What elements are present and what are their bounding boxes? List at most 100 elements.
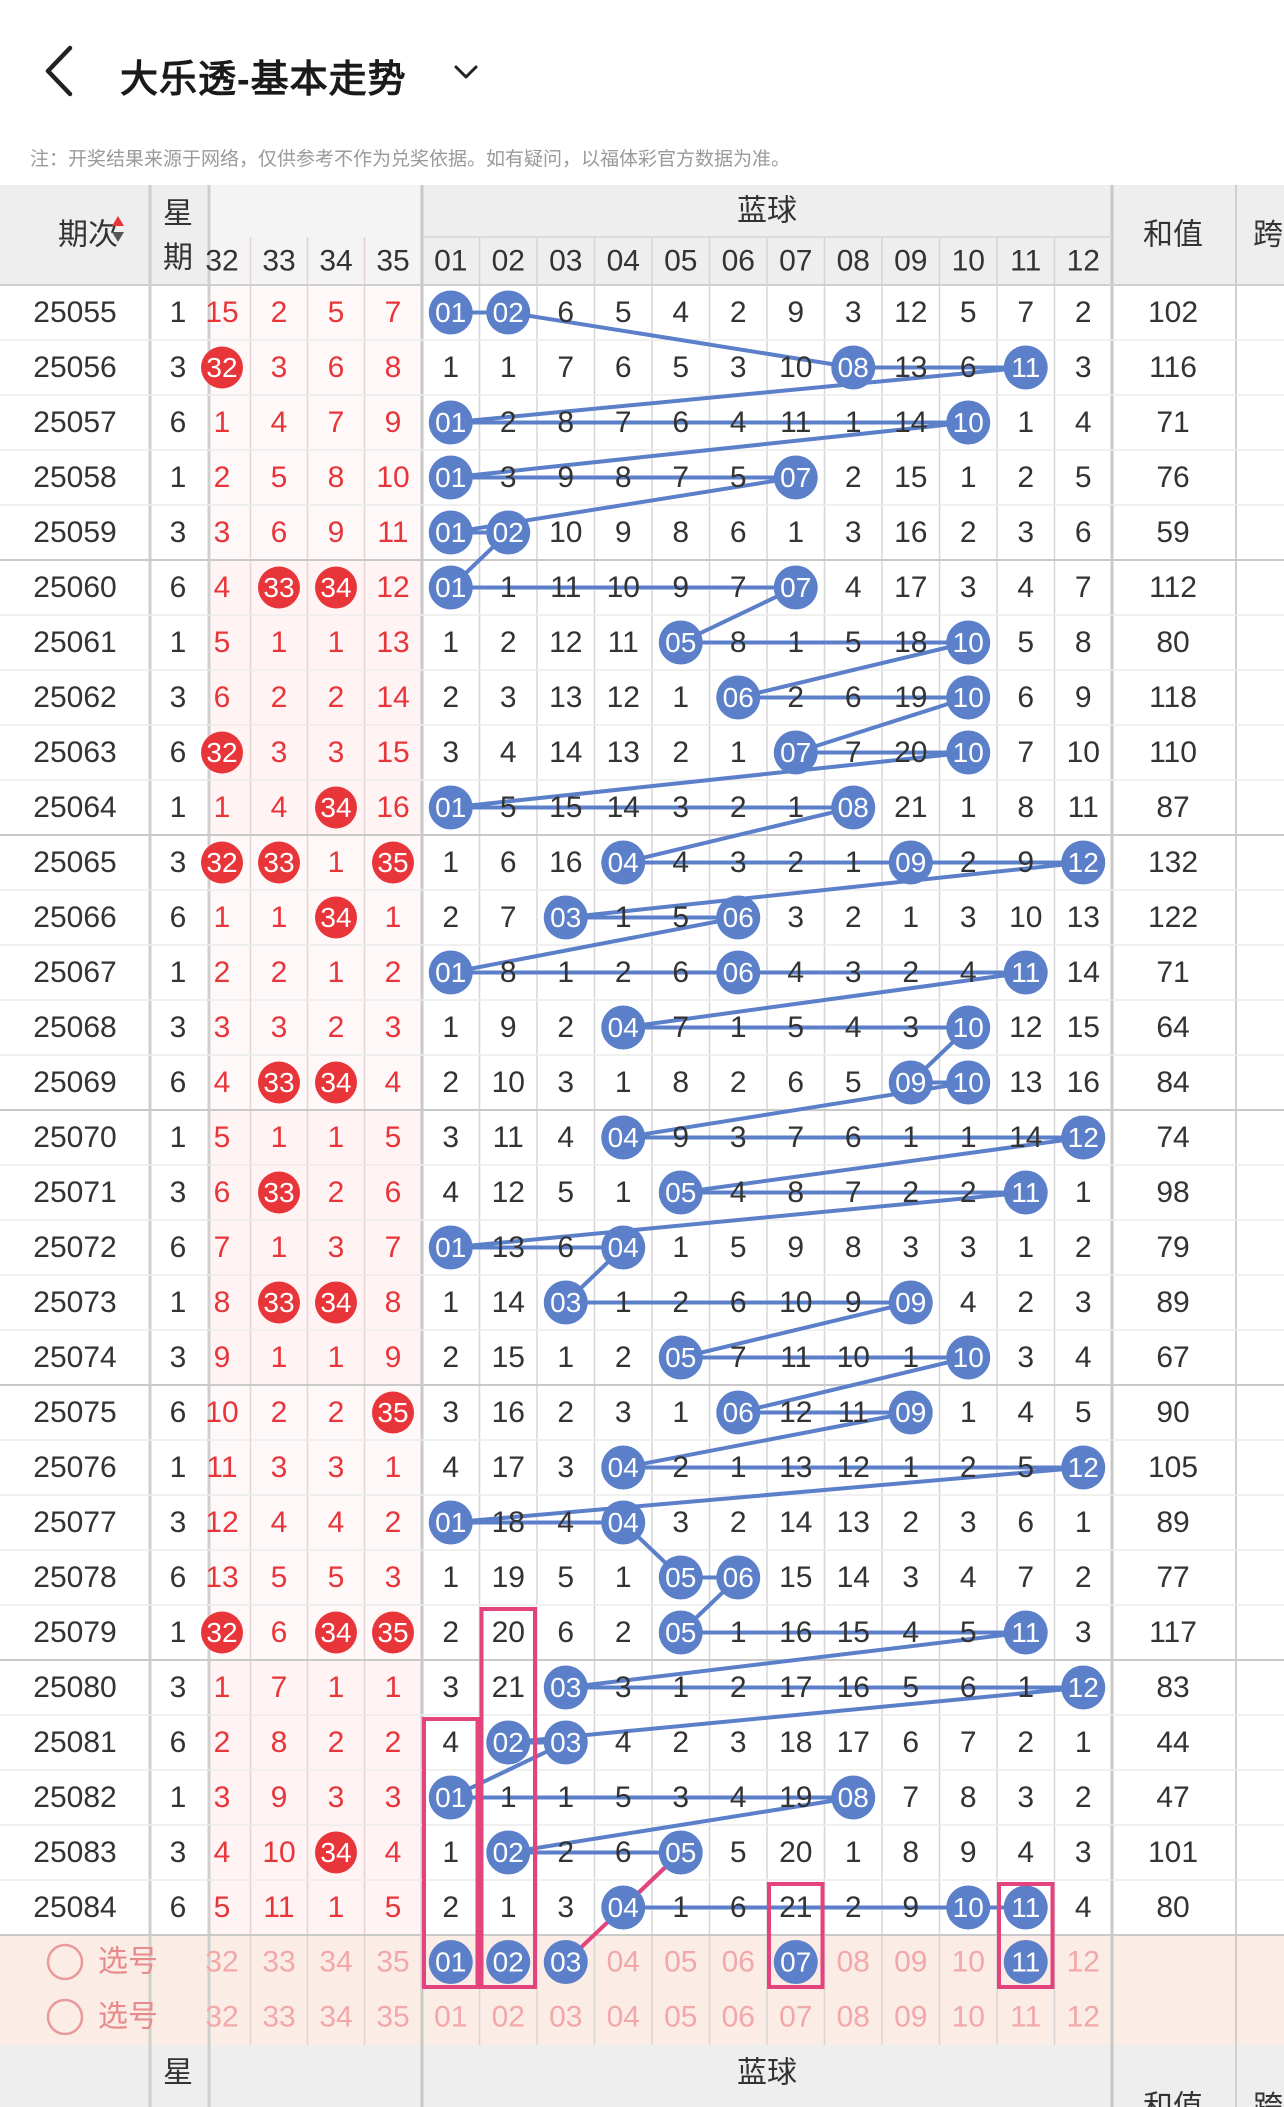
picked-blue-ball[interactable] [486,1940,531,1984]
blue-miss-count: 9 [845,1286,862,1319]
blue-miss-count: 6 [730,1286,747,1319]
select-front-number: 35 [376,1946,409,1979]
table-row: 25074 3 9 1 1 9 67 [33,1341,1189,1374]
blue-hit-number: 11 [1011,352,1040,383]
front-miss-count: 2 [385,1506,402,1539]
blue-miss-count: 7 [1017,1561,1034,1594]
blue-miss-count: 2 [615,1341,632,1374]
blue-hit-number: 05 [665,1177,696,1208]
blue-miss-count: 1 [845,406,862,439]
sort-down-icon[interactable] [112,232,124,242]
front-hit-number: 32 [206,737,237,768]
trend-link [565,860,1084,920]
front-header-bg [210,185,422,285]
blue-hit-ball [773,455,818,500]
blue-miss-count: 13 [1067,901,1100,934]
blue-hit-ball [888,1060,933,1105]
blue-miss-count: 12 [492,1176,525,1209]
table-row: 25066 6 1 1 34 1 122 [33,896,1198,939]
blue-hit-number: 04 [608,1892,639,1923]
trend-link [450,750,969,810]
issue-number: 25077 [33,1506,116,1539]
front-miss-count: 10 [376,461,409,494]
front-miss-count: 1 [328,1341,345,1374]
blue-hit-ball [946,400,991,445]
blue-miss-count: 2 [672,736,689,769]
trend-link [622,970,1027,1030]
back-arrow-icon[interactable] [40,44,80,98]
picked-blue-ball[interactable] [773,1940,818,1984]
sum-value: 47 [1156,1781,1189,1814]
col-blue-01: 01 [434,245,467,278]
select-radio[interactable] [46,1998,84,2036]
blue-hit-ball [658,1170,703,1215]
blue-miss-count: 3 [730,1726,747,1759]
blue-miss-count: 1 [960,791,977,824]
front-hit-ball [258,1281,300,1324]
issue-number: 25057 [33,406,116,439]
picked-blue-ball[interactable] [543,1940,588,1984]
front-miss-count: 5 [385,1121,402,1154]
sort-up-icon[interactable] [112,216,124,226]
blue-miss-count: 4 [672,296,689,329]
front-miss-count: 7 [214,1231,231,1264]
select-blue-number: 06 [722,1946,755,1979]
sum-value: 116 [1149,351,1197,384]
blue-miss-count: 4 [615,1726,632,1759]
front-miss-count: 3 [328,736,345,769]
sum-value: 89 [1156,1286,1189,1319]
table-row: 25055 1 15 2 5 7 102 [33,296,1198,329]
issue-number: 25069 [33,1066,116,1099]
front-miss-count: 4 [385,1066,402,1099]
blue-hit-ball [1061,1115,1106,1160]
blue-miss-count: 1 [960,1396,977,1429]
picked-blue-ball[interactable] [1003,1940,1048,1984]
front-hit-number: 35 [377,1617,408,1648]
issue-number: 25060 [33,571,116,604]
blue-miss-count: 11 [608,626,639,659]
blue-miss-count: 9 [615,516,632,549]
select-blue-number: 11 [1010,2001,1041,2034]
blue-miss-count: 9 [672,1121,689,1154]
weekday: 1 [170,1616,187,1649]
picked-blue-ball[interactable] [428,1940,473,1984]
select-front-number: 35 [376,2001,409,2034]
blue-hit-ball [1061,1445,1106,1490]
sum-value: 74 [1156,1121,1189,1154]
select-label: 选号 [98,1946,158,1979]
front-cell-bg [210,1110,422,1165]
col-blue-12: 12 [1067,245,1100,278]
blue-miss-count: 9 [787,1231,804,1264]
blue-miss-count: 2 [730,1671,747,1704]
blue-hit-number: 02 [493,1727,524,1758]
blue-miss-count: 5 [845,626,862,659]
front-hit-ball [315,786,357,829]
blue-hit-ball [428,400,473,445]
blue-miss-count: 3 [902,1561,919,1594]
blue-miss-count: 19 [779,1781,812,1814]
front-miss-count: 1 [328,1121,345,1154]
trend-link [508,1685,1084,1745]
chevron-down-icon[interactable] [450,56,482,88]
blue-miss-count: 5 [960,1616,977,1649]
sum-value: 71 [1156,406,1189,439]
col-span-header-partial: 跨 [1253,219,1283,252]
blue-miss-count: 1 [442,846,459,879]
front-miss-count: 8 [385,1286,402,1319]
page-title[interactable]: 大乐透-基本走势 [120,59,407,101]
blue-hit-number: 07 [780,462,811,493]
table-row: 25061 1 5 1 1 13 80 [33,626,1189,659]
blue-miss-count: 11 [838,1396,869,1429]
blue-miss-count: 9 [787,296,804,329]
blue-miss-count: 17 [894,571,927,604]
sum-value: 76 [1156,461,1189,494]
trend-link [680,1135,1084,1195]
blue-miss-count: 7 [615,406,632,439]
front-hit-ball [258,841,300,884]
blue-miss-count: 3 [960,1231,977,1264]
front-cell-bg [210,1550,422,1605]
select-radio[interactable] [46,1943,84,1981]
sum-value: 83 [1156,1671,1189,1704]
front-miss-count: 11 [377,516,408,549]
front-hit-number: 34 [320,572,351,603]
